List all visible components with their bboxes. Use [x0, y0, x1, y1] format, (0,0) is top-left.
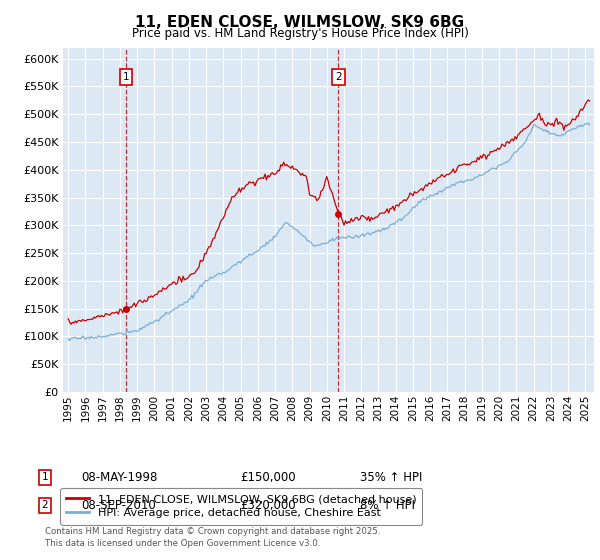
Text: Contains HM Land Registry data © Crown copyright and database right 2025.
This d: Contains HM Land Registry data © Crown c…: [45, 527, 380, 548]
Text: £150,000: £150,000: [240, 470, 296, 484]
Text: £320,000: £320,000: [240, 498, 296, 512]
Text: 1: 1: [41, 472, 49, 482]
Text: 2: 2: [335, 72, 342, 82]
Legend: 11, EDEN CLOSE, WILMSLOW, SK9 6BG (detached house), HPI: Average price, detached: 11, EDEN CLOSE, WILMSLOW, SK9 6BG (detac…: [61, 488, 422, 525]
Text: 08-MAY-1998: 08-MAY-1998: [81, 470, 157, 484]
Text: 11, EDEN CLOSE, WILMSLOW, SK9 6BG: 11, EDEN CLOSE, WILMSLOW, SK9 6BG: [136, 15, 464, 30]
Text: 08-SEP-2010: 08-SEP-2010: [81, 498, 156, 512]
Text: 8% ↑ HPI: 8% ↑ HPI: [360, 498, 415, 512]
Text: Price paid vs. HM Land Registry's House Price Index (HPI): Price paid vs. HM Land Registry's House …: [131, 27, 469, 40]
Text: 35% ↑ HPI: 35% ↑ HPI: [360, 470, 422, 484]
Text: 2: 2: [41, 500, 49, 510]
Text: 1: 1: [123, 72, 130, 82]
